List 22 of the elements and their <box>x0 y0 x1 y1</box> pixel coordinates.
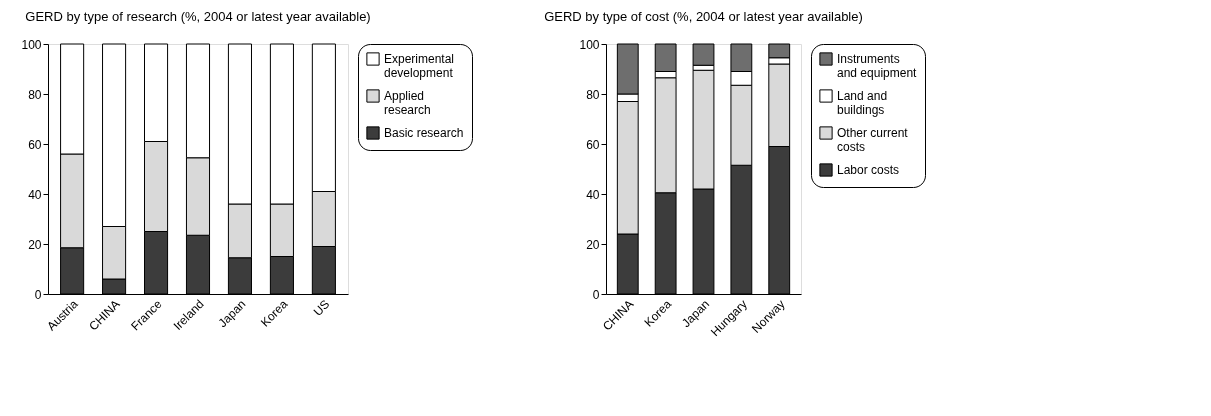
chart-title: GERD by type of cost (%, 2004 or latest year available) <box>544 9 863 24</box>
y-tick-label: 40 <box>586 187 600 202</box>
y-tick-label: 20 <box>28 237 42 252</box>
y-tick-label: 100 <box>579 37 600 52</box>
chart-title: GERD by type of research (%, 2004 or latest year available) <box>25 9 371 24</box>
y-tick-label: 60 <box>586 137 600 152</box>
legend-label: Labor costs <box>837 163 900 177</box>
legend-label: Basic research <box>384 126 464 140</box>
y-tick-label: 20 <box>586 237 600 252</box>
y-tick-label: 0 <box>34 287 42 302</box>
legend-label: Experimental development <box>384 52 455 80</box>
y-tick-label: 80 <box>586 87 600 102</box>
y-tick-label: 40 <box>28 187 42 202</box>
legend-label: Land and buildings <box>837 89 888 117</box>
y-tick-label: 0 <box>592 287 600 302</box>
legend-label: Other current costs <box>837 126 909 154</box>
x-tick-label: US <box>310 297 333 319</box>
legend-label: Instruments and equipment <box>837 52 918 80</box>
y-tick-label: 80 <box>28 87 42 102</box>
legend-label: Applied research <box>384 89 431 117</box>
y-tick-label: 100 <box>21 37 42 52</box>
y-tick-label: 60 <box>28 137 42 152</box>
